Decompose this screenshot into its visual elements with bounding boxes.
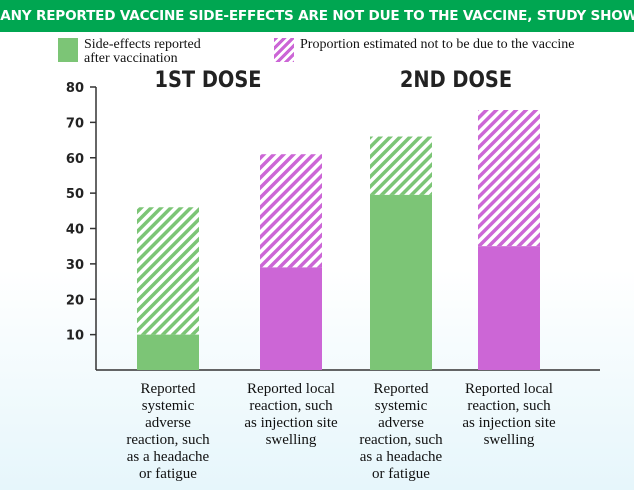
x-category-label-line: as a headache xyxy=(126,449,210,465)
x-category-label-line: swelling xyxy=(265,432,317,448)
x-category-label-line: swelling xyxy=(483,432,535,448)
y-tick-label: 60 xyxy=(66,152,84,167)
y-tick-label: 70 xyxy=(66,116,84,131)
legend-item-not-vaccine: Proportion estimated not to be due to th… xyxy=(274,38,630,62)
bar-segment-not-due-to-vaccine xyxy=(260,154,322,268)
x-category-label: Reported local reaction, such as injection… xyxy=(444,381,574,449)
legend-item-reported: Side-effects reported after vaccination xyxy=(58,38,224,66)
legend-swatch-hatched xyxy=(274,38,294,62)
x-category-label-line: Reported local xyxy=(247,381,335,397)
x-category-label: Reported local reaction, such as injection… xyxy=(226,381,356,449)
x-category-label-line: as a headache xyxy=(359,449,443,465)
bar-segment-reported xyxy=(370,194,432,370)
x-category-label-line: Reported xyxy=(373,381,429,397)
bar-segment-reported xyxy=(260,267,322,370)
dose-label-second: 2ND DOSE xyxy=(399,68,513,93)
x-category-label-line: reaction, such xyxy=(126,432,210,448)
chart-title: MANY REPORTED VACCINE SIDE-EFFECTS ARE N… xyxy=(0,0,634,32)
x-category-label-line: or fatigue xyxy=(139,466,197,482)
dose-label-first: 1ST DOSE xyxy=(154,68,262,93)
legend-label-reported: Side-effects reported after vaccination xyxy=(84,37,201,66)
legend-label-not-vaccine: Proportion estimated not to be due to th… xyxy=(300,37,575,52)
x-category-label-line: adverse xyxy=(145,415,191,431)
y-tick-label: 80 xyxy=(66,81,84,96)
y-tick-label: 40 xyxy=(66,223,84,238)
x-category-label: Reported systemic adverse reaction, such as … xyxy=(336,381,466,483)
x-category-label-line: as injection site xyxy=(462,415,556,431)
y-tick-label: 50 xyxy=(66,187,84,202)
x-category-label-line: reaction, such xyxy=(249,398,333,414)
bar-segment-not-due-to-vaccine xyxy=(370,136,432,195)
legend-swatch-solid xyxy=(58,38,78,62)
bar-segment-not-due-to-vaccine xyxy=(478,109,540,247)
bar-segment-reported xyxy=(478,246,540,370)
x-category-label-line: Reported xyxy=(140,381,196,397)
y-tick-label: 10 xyxy=(66,329,84,344)
y-tick-label: 30 xyxy=(66,258,84,273)
x-category-label-line: or fatigue xyxy=(372,466,430,482)
y-tick-label: 20 xyxy=(66,293,84,308)
x-category-label: Reported systemic adverse reaction, such as … xyxy=(103,381,233,483)
x-category-label-line: systemic xyxy=(141,398,195,414)
x-category-label-line: reaction, such xyxy=(467,398,551,414)
bar-segment-reported xyxy=(137,334,199,370)
x-category-label-line: reaction, such xyxy=(359,432,443,448)
x-category-label-line: as injection site xyxy=(244,415,338,431)
x-category-label-line: adverse xyxy=(378,415,424,431)
bar-segment-not-due-to-vaccine xyxy=(137,207,199,335)
x-category-label-line: systemic xyxy=(374,398,428,414)
x-category-label-line: Reported local xyxy=(465,381,553,397)
